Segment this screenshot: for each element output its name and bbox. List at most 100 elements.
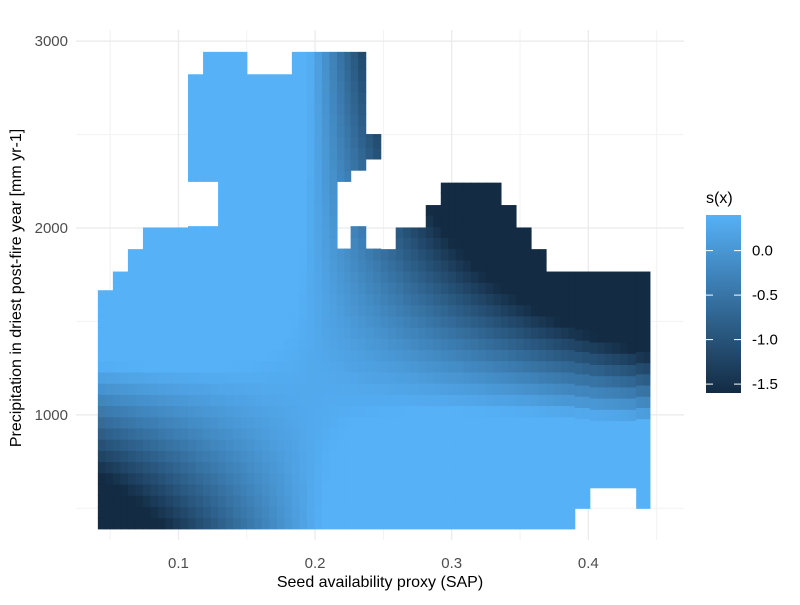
heatmap-cell bbox=[306, 439, 316, 451]
heatmap-cell bbox=[165, 427, 174, 440]
heatmap-cell bbox=[314, 226, 323, 238]
heatmap-cell bbox=[329, 69, 338, 82]
heatmap-cell bbox=[418, 227, 427, 238]
heatmap-cell bbox=[210, 517, 219, 530]
heatmap-cell bbox=[188, 248, 197, 261]
heatmap-cell bbox=[225, 282, 234, 295]
heatmap-cell bbox=[321, 450, 331, 463]
heatmap-cell bbox=[574, 440, 583, 453]
heatmap-cell bbox=[582, 485, 591, 498]
heatmap-cell bbox=[210, 338, 219, 351]
heatmap-cell bbox=[150, 227, 159, 238]
heatmap-cell bbox=[254, 181, 263, 194]
heatmap-cell bbox=[269, 450, 278, 463]
heatmap-cell bbox=[508, 248, 517, 261]
heatmap-cell bbox=[306, 472, 316, 485]
heatmap-cell bbox=[627, 420, 636, 433]
heatmap-cell bbox=[225, 69, 234, 82]
heatmap-cell bbox=[365, 472, 374, 485]
heatmap-cell bbox=[336, 259, 346, 272]
heatmap-cell bbox=[240, 349, 248, 362]
heatmap-cell bbox=[150, 259, 159, 272]
heatmap-cell bbox=[321, 349, 331, 362]
heatmap-cell bbox=[291, 360, 300, 373]
heatmap-cell bbox=[269, 338, 278, 351]
x-tick-label: 0.4 bbox=[578, 555, 599, 572]
heatmap-cell bbox=[336, 69, 346, 82]
heatmap-cell bbox=[380, 517, 389, 530]
heatmap-cell bbox=[284, 125, 293, 138]
heatmap-cell bbox=[380, 483, 389, 496]
x-axis-ticks: 0.1 0.2 0.3 0.4 bbox=[168, 555, 599, 572]
heatmap-cell bbox=[388, 450, 397, 463]
heatmap-cell bbox=[240, 136, 248, 149]
heatmap-cell bbox=[350, 495, 359, 507]
heatmap-cell bbox=[321, 483, 331, 496]
heatmap-cell bbox=[410, 472, 419, 485]
heatmap-cell bbox=[597, 330, 606, 343]
heatmap-cell bbox=[157, 360, 167, 373]
y-tick-label: 2000 bbox=[35, 220, 68, 237]
heatmap-cell bbox=[157, 439, 167, 451]
heatmap-cell bbox=[233, 170, 242, 182]
heatmap-cell bbox=[329, 371, 338, 384]
heatmap-cell bbox=[574, 340, 583, 352]
heatmap-cell bbox=[284, 450, 293, 463]
heatmap-cell bbox=[418, 450, 427, 463]
heatmap-cell bbox=[455, 461, 464, 474]
heatmap-cell bbox=[120, 506, 129, 519]
heatmap-cell bbox=[165, 506, 174, 519]
heatmap-cell bbox=[500, 461, 510, 474]
heatmap-cell bbox=[150, 472, 159, 485]
heatmap-cell bbox=[299, 304, 308, 317]
heatmap-cell bbox=[135, 259, 144, 272]
heatmap-cell bbox=[218, 461, 227, 474]
heatmap-cell bbox=[500, 338, 510, 351]
heatmap-cell bbox=[568, 327, 576, 339]
heatmap-cell bbox=[150, 293, 159, 306]
heatmap-cell bbox=[643, 295, 651, 308]
heatmap-cell bbox=[470, 427, 479, 440]
heatmap-cell bbox=[165, 483, 174, 496]
heatmap-cell bbox=[643, 463, 651, 476]
heatmap-cell bbox=[380, 259, 389, 272]
heatmap-cell bbox=[350, 327, 359, 339]
heatmap-cell bbox=[306, 226, 316, 238]
heatmap-cell bbox=[314, 51, 323, 59]
heatmap-cell bbox=[218, 327, 227, 339]
heatmap-cell bbox=[388, 506, 397, 519]
heatmap-cell bbox=[180, 349, 189, 362]
heatmap-cell bbox=[388, 249, 397, 261]
heatmap-cell bbox=[455, 293, 464, 306]
heatmap-cell bbox=[188, 80, 197, 93]
heatmap-cell bbox=[485, 270, 495, 283]
heatmap-cell bbox=[329, 192, 338, 205]
heatmap-cell bbox=[440, 248, 449, 261]
heatmap-cell bbox=[373, 248, 382, 261]
heatmap-cell bbox=[240, 293, 248, 306]
heatmap-cell bbox=[538, 259, 547, 272]
heatmap-cell bbox=[306, 293, 316, 306]
heatmap-cell bbox=[612, 465, 621, 478]
heatmap-cell bbox=[254, 158, 263, 171]
heatmap-cell bbox=[440, 315, 449, 328]
heatmap-cell bbox=[627, 297, 636, 309]
heatmap-cell bbox=[561, 472, 570, 485]
heatmap-cell bbox=[210, 248, 219, 261]
heatmap-cell bbox=[291, 270, 300, 283]
heatmap-cell bbox=[410, 495, 419, 507]
heatmap-cell bbox=[553, 506, 562, 519]
heatmap-cell bbox=[425, 517, 434, 530]
heatmap-cell bbox=[455, 405, 464, 418]
heatmap-cell bbox=[240, 259, 248, 272]
heatmap-cell bbox=[336, 360, 346, 373]
heatmap-cell bbox=[299, 439, 308, 451]
heatmap-cell bbox=[425, 472, 434, 485]
heatmap-cell bbox=[218, 214, 227, 227]
heatmap-cell bbox=[299, 349, 308, 362]
heatmap-cell bbox=[246, 74, 255, 82]
heatmap-cell bbox=[344, 80, 352, 93]
heatmap-cell bbox=[112, 360, 122, 373]
heatmap-cell bbox=[240, 91, 248, 104]
heatmap-cell bbox=[538, 270, 547, 283]
